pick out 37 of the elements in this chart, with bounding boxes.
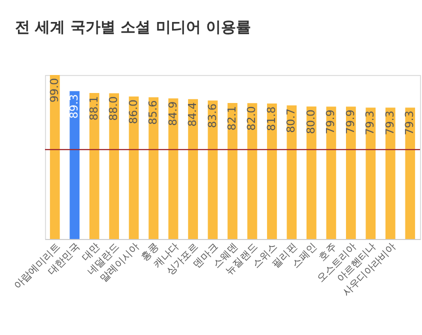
chart-title: 전 세계 국가별 소셜 미디어 이용률 (15, 18, 252, 36)
data-label: 79.3 (383, 110, 396, 136)
data-label: 84.9 (166, 101, 180, 126)
bar (286, 105, 297, 239)
bar (109, 93, 120, 239)
data-label: 80.7 (284, 108, 298, 133)
bar (228, 102, 238, 239)
data-label: 88.1 (87, 96, 100, 121)
bar (326, 106, 336, 239)
bar (89, 93, 100, 239)
data-label: 79.9 (324, 110, 338, 134)
bar (148, 97, 158, 239)
bar (128, 96, 139, 239)
data-label: 86.0 (126, 100, 140, 124)
bar (306, 106, 316, 239)
bar (188, 99, 198, 239)
bar (366, 108, 376, 239)
bar (247, 103, 258, 239)
data-label: 88.0 (107, 96, 120, 121)
data-label: 99.0 (48, 78, 61, 102)
data-label: 89.3 (68, 94, 81, 119)
data-label: 81.8 (264, 106, 278, 131)
data-label: 79.3 (364, 110, 377, 136)
data-label: 84.4 (186, 102, 200, 127)
data-label: 85.6 (146, 100, 160, 125)
data-label: 82.0 (245, 106, 258, 131)
bar (385, 108, 396, 239)
data-label: 79.9 (344, 110, 357, 134)
data-label: 83.6 (206, 104, 219, 128)
data-label: 80.0 (304, 109, 318, 134)
data-label: 79.3 (403, 110, 416, 136)
bar (405, 108, 416, 239)
bar (50, 75, 60, 239)
data-label: 82.1 (226, 106, 238, 130)
bar (346, 106, 356, 239)
bar (70, 91, 80, 239)
bar (267, 103, 277, 239)
